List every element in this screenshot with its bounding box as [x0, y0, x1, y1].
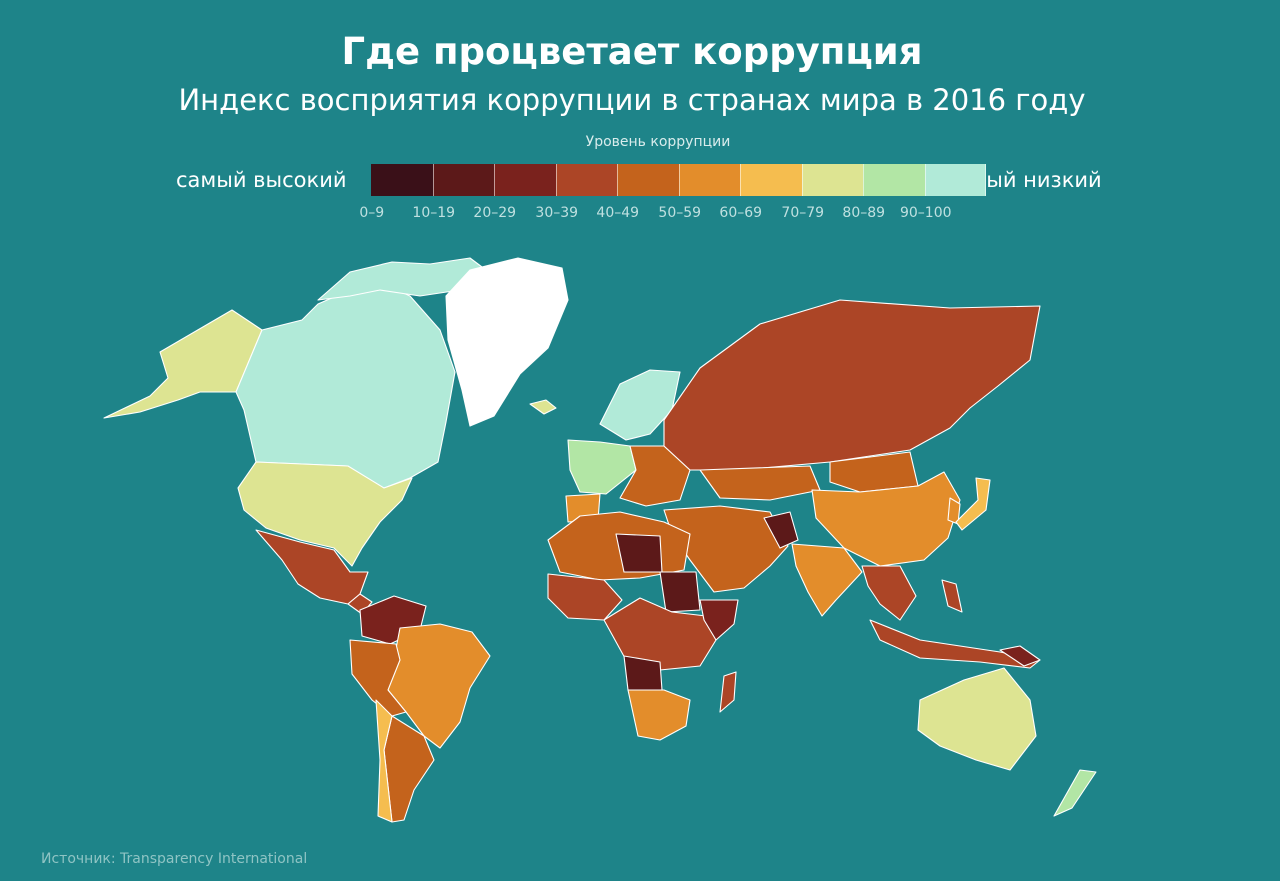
region-russia: [663, 299, 1041, 471]
region-alaska: [103, 309, 263, 419]
region-china: [811, 471, 961, 567]
legend-swatch-1: [432, 164, 494, 196]
legend-swatch-9: [924, 164, 986, 196]
legend-range-label: 80–89: [842, 205, 886, 221]
legend-label-highest: самый высокий: [176, 168, 347, 192]
legend-range-label: 20–29: [473, 205, 517, 221]
legend-swatch-7: [801, 164, 863, 196]
legend-swatch-0: [371, 164, 433, 196]
region-horn-of-africa: [699, 599, 739, 641]
legend-range-label: 10–19: [412, 205, 456, 221]
legend-range-label: 50–59: [658, 205, 702, 221]
region-libya: [615, 533, 663, 573]
legend-swatch-5: [678, 164, 740, 196]
region-papua: [999, 645, 1041, 667]
legend-range-label: 60–69: [719, 205, 763, 221]
region-philippines: [941, 579, 963, 613]
region-angola: [623, 655, 663, 691]
legend-range-label: 70–79: [781, 205, 825, 221]
region-new-zealand: [1053, 769, 1097, 817]
region-madagascar: [719, 671, 737, 713]
region-peru-bolivia: [349, 639, 407, 717]
region-western-europe: [567, 439, 637, 495]
legend-swatch-3: [555, 164, 617, 196]
source-note: Источник: Transparency International: [41, 851, 308, 867]
legend-color-scale: [371, 164, 986, 196]
legend-swatch-4: [617, 164, 679, 196]
region-west-africa: [547, 573, 623, 621]
region-iceland: [529, 399, 557, 415]
region-indonesia: [869, 619, 1041, 669]
map-title: Где процветает коррупция: [341, 30, 923, 73]
region-chile: [375, 699, 393, 823]
region-southeast-asia: [861, 565, 917, 621]
legend-swatch-2: [494, 164, 556, 196]
region-greenland: [445, 257, 569, 427]
legend-caption: Уровень коррупции: [585, 134, 731, 150]
legend-range-label: 40–49: [596, 205, 640, 221]
map-subtitle: Индекс восприятия коррупции в странах ми…: [178, 83, 1086, 117]
legend-swatch-6: [740, 164, 802, 196]
legend-range-label: 0–9: [359, 205, 385, 221]
region-australia: [917, 667, 1037, 771]
region-afghanistan: [763, 511, 799, 549]
region-kazakhstan: [699, 465, 821, 501]
region-japan: [955, 477, 991, 531]
legend-range-label: 90–100: [899, 205, 952, 221]
legend-swatch-8: [863, 164, 925, 196]
region-sudan: [659, 571, 701, 613]
region-scandinavia: [599, 369, 681, 441]
region-usa: [237, 461, 413, 567]
region-southern-africa: [627, 689, 691, 741]
legend-range-label: 30–39: [535, 205, 579, 221]
region-india: [791, 543, 863, 617]
